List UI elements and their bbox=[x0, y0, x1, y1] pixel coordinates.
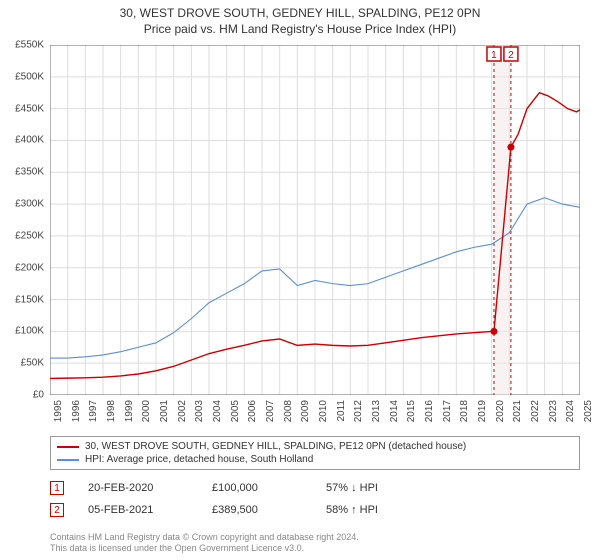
chart-subtitle: Price paid vs. HM Land Registry's House … bbox=[0, 22, 600, 36]
chart-title: 30, WEST DROVE SOUTH, GEDNEY HILL, SPALD… bbox=[0, 6, 600, 20]
y-tick-label: £300K bbox=[15, 199, 44, 210]
x-tick-label: 2008 bbox=[283, 400, 294, 422]
sale-price: £389,500 bbox=[212, 504, 302, 516]
sale-marker-icon: 2 bbox=[50, 503, 64, 517]
x-tick-label: 2006 bbox=[247, 400, 258, 422]
y-tick-label: £350K bbox=[15, 167, 44, 178]
y-tick-label: £400K bbox=[15, 135, 44, 146]
x-tick-label: 2007 bbox=[265, 400, 276, 422]
footer-line: This data is licensed under the Open Gov… bbox=[50, 543, 359, 554]
chart-container: 30, WEST DROVE SOUTH, GEDNEY HILL, SPALD… bbox=[0, 0, 600, 560]
chart-svg: 12 bbox=[50, 45, 580, 395]
x-tick-label: 2010 bbox=[318, 400, 329, 422]
title-block: 30, WEST DROVE SOUTH, GEDNEY HILL, SPALD… bbox=[0, 0, 600, 36]
x-tick-label: 2020 bbox=[495, 400, 506, 422]
x-tick-label: 2004 bbox=[212, 400, 223, 422]
x-tick-label: 2021 bbox=[512, 400, 523, 422]
x-tick-label: 2012 bbox=[353, 400, 364, 422]
x-tick-label: 2015 bbox=[406, 400, 417, 422]
x-tick-label: 2025 bbox=[583, 400, 594, 422]
legend-item: HPI: Average price, detached house, Sout… bbox=[57, 453, 573, 466]
sale-date: 05-FEB-2021 bbox=[88, 504, 188, 516]
sale-price: £100,000 bbox=[212, 482, 302, 494]
x-tick-label: 1995 bbox=[53, 400, 64, 422]
legend-label: 30, WEST DROVE SOUTH, GEDNEY HILL, SPALD… bbox=[85, 441, 466, 452]
y-tick-label: £50K bbox=[21, 358, 44, 369]
y-tick-label: £200K bbox=[15, 262, 44, 273]
x-tick-label: 2016 bbox=[424, 400, 435, 422]
sale-hpi-diff: 57% ↓ HPI bbox=[326, 482, 446, 494]
legend-item: 30, WEST DROVE SOUTH, GEDNEY HILL, SPALD… bbox=[57, 440, 573, 453]
x-axis: 1995 1996 1997 1998 1999 2000 2001 2002 2003 2004… bbox=[50, 398, 580, 438]
footer-line: Contains HM Land Registry data © Crown c… bbox=[50, 532, 359, 543]
x-tick-label: 2024 bbox=[565, 400, 576, 422]
x-tick-label: 1996 bbox=[71, 400, 82, 422]
x-tick-label: 2005 bbox=[230, 400, 241, 422]
sale-record: 1 20-FEB-2020 £100,000 57% ↓ HPI bbox=[50, 481, 580, 495]
x-tick-label: 2017 bbox=[442, 400, 453, 422]
footer-attribution: Contains HM Land Registry data © Crown c… bbox=[50, 532, 359, 555]
y-tick-label: £500K bbox=[15, 71, 44, 82]
y-tick-label: £0 bbox=[33, 390, 44, 401]
legend: 30, WEST DROVE SOUTH, GEDNEY HILL, SPALD… bbox=[50, 436, 580, 470]
x-tick-label: 2019 bbox=[477, 400, 488, 422]
x-tick-label: 2022 bbox=[530, 400, 541, 422]
x-tick-label: 2002 bbox=[177, 400, 188, 422]
y-tick-label: £450K bbox=[15, 103, 44, 114]
x-tick-label: 1998 bbox=[106, 400, 117, 422]
y-tick-label: £550K bbox=[15, 40, 44, 51]
svg-text:1: 1 bbox=[491, 50, 497, 61]
x-tick-label: 2009 bbox=[300, 400, 311, 422]
sale-date: 20-FEB-2020 bbox=[88, 482, 188, 494]
plot-area: 12 bbox=[50, 45, 580, 395]
x-tick-label: 2011 bbox=[336, 400, 347, 422]
x-tick-label: 2013 bbox=[371, 400, 382, 422]
legend-label: HPI: Average price, detached house, Sout… bbox=[85, 454, 313, 465]
x-tick-label: 2003 bbox=[194, 400, 205, 422]
x-tick-label: 1997 bbox=[88, 400, 99, 422]
x-tick-label: 2018 bbox=[459, 400, 470, 422]
x-tick-label: 2014 bbox=[389, 400, 400, 422]
x-tick-label: 2000 bbox=[141, 400, 152, 422]
x-tick-label: 2023 bbox=[548, 400, 559, 422]
svg-text:2: 2 bbox=[508, 50, 514, 61]
y-tick-label: £100K bbox=[15, 326, 44, 337]
sale-marker-icon: 1 bbox=[50, 481, 64, 495]
sale-record: 2 05-FEB-2021 £389,500 58% ↑ HPI bbox=[50, 503, 580, 517]
sale-hpi-diff: 58% ↑ HPI bbox=[326, 504, 446, 516]
y-axis: £0£50K£100K£150K£200K£250K£300K£350K£400… bbox=[0, 45, 48, 395]
legend-swatch bbox=[57, 459, 79, 461]
x-tick-label: 1999 bbox=[124, 400, 135, 422]
legend-swatch bbox=[57, 446, 79, 448]
y-tick-label: £150K bbox=[15, 294, 44, 305]
x-tick-label: 2001 bbox=[159, 400, 170, 422]
y-tick-label: £250K bbox=[15, 230, 44, 241]
